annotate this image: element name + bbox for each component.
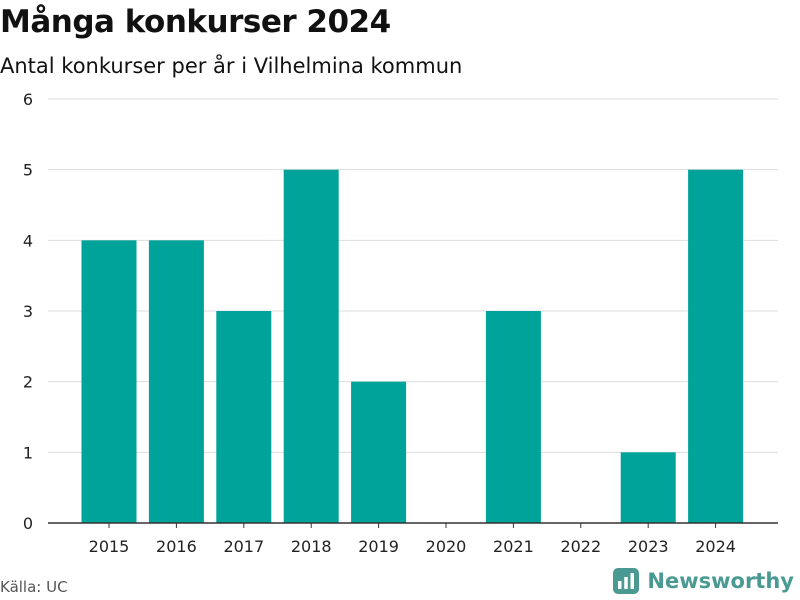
x-tick-label: 2020 <box>426 537 467 556</box>
y-tick-label: 2 <box>23 373 33 392</box>
bar-2023 <box>620 452 676 523</box>
bar-2015 <box>81 240 137 524</box>
brand-logo[interactable]: Newsworthy <box>613 568 794 594</box>
chart-subtitle: Antal konkurser per år i Vilhelmina komm… <box>0 54 463 78</box>
x-tick-label: 2019 <box>358 537 399 556</box>
bars <box>81 169 744 524</box>
x-tick-labels: 2015 2016 2017 2018 2019 2020 2021 2022 2023 2024 <box>89 523 736 556</box>
x-tick-label: 2021 <box>493 537 534 556</box>
y-tick-label: 5 <box>23 161 33 180</box>
y-tick-label: 3 <box>23 302 33 321</box>
y-tick-label: 6 <box>23 90 33 109</box>
x-tick-label: 2023 <box>628 537 669 556</box>
x-tick-label: 2015 <box>89 537 130 556</box>
x-tick-label: 2018 <box>291 537 332 556</box>
bar-2016 <box>148 240 204 524</box>
brand-name: Newsworthy <box>647 569 794 593</box>
chart-title: Många konkurser 2024 <box>0 4 391 40</box>
y-tick-labels: 0 1 2 3 4 5 6 <box>23 90 33 533</box>
x-tick-label: 2024 <box>695 537 736 556</box>
y-tick-label: 4 <box>23 231 33 250</box>
bar-2018 <box>283 169 339 523</box>
bar-2017 <box>216 311 272 523</box>
bar-2019 <box>351 381 407 523</box>
x-tick-label: 2017 <box>223 537 264 556</box>
x-tick-label: 2022 <box>560 537 601 556</box>
bar-chart-icon <box>613 568 640 594</box>
bar-2024 <box>688 169 744 523</box>
y-tick-label: 0 <box>23 514 33 533</box>
y-tick-label: 1 <box>23 443 33 462</box>
bar-2021 <box>485 311 541 523</box>
source-note: Källa: UC <box>0 578 68 596</box>
x-tick-label: 2016 <box>156 537 197 556</box>
